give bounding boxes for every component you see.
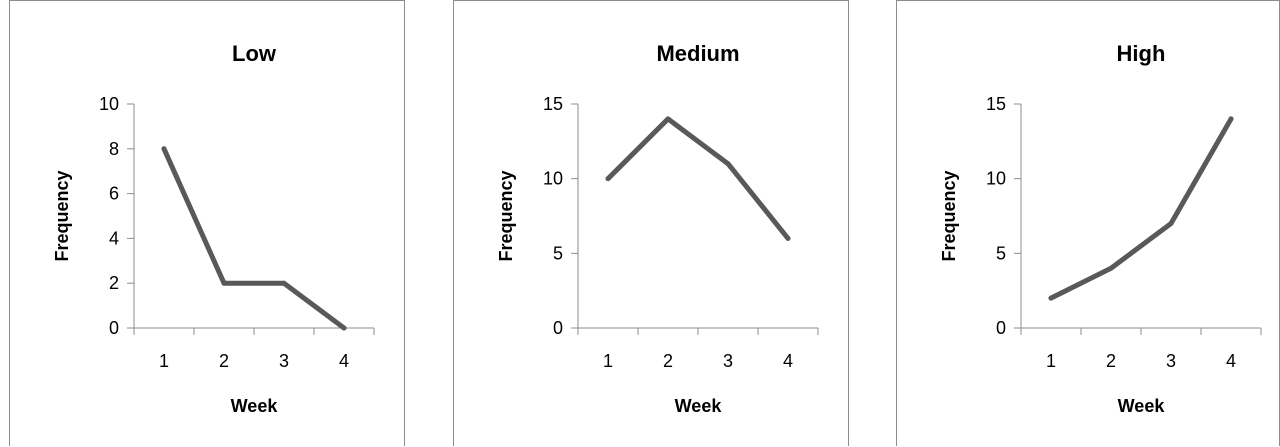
x-tick-label: 2 xyxy=(219,351,229,371)
data-point xyxy=(161,146,167,152)
x-axis-label: Week xyxy=(675,396,723,416)
data-point xyxy=(221,280,227,286)
y-tick-label: 5 xyxy=(996,243,1006,263)
y-tick-label: 6 xyxy=(109,184,119,204)
y-axis-label: Frequency xyxy=(939,170,959,261)
series-line xyxy=(605,116,791,241)
y-tick-label: 10 xyxy=(543,169,563,189)
data-point xyxy=(1228,116,1234,122)
x-tick-label: 4 xyxy=(783,351,793,371)
chart-title: High xyxy=(1117,41,1166,66)
chart-panel-high: High 0 5 10 15 1 2 3 4 Week Frequency xyxy=(896,0,1280,446)
data-point xyxy=(605,176,611,182)
y-tick-label: 0 xyxy=(996,318,1006,338)
x-tick-label: 4 xyxy=(1226,351,1236,371)
y-tick-label: 10 xyxy=(99,94,119,114)
y-tick-label: 5 xyxy=(553,243,563,263)
x-tick-label: 3 xyxy=(723,351,733,371)
y-axis-label: Frequency xyxy=(496,170,516,261)
x-tick-label: 4 xyxy=(339,351,349,371)
x-tick-label: 1 xyxy=(603,351,613,371)
y-tick-label: 15 xyxy=(543,94,563,114)
x-axis-label: Week xyxy=(1118,396,1166,416)
y-tick-label: 0 xyxy=(109,318,119,338)
data-point xyxy=(1168,220,1174,226)
y-tick-label: 0 xyxy=(553,318,563,338)
y-axis-label: Frequency xyxy=(52,170,72,261)
chart-high: High 0 5 10 15 1 2 3 4 Week Frequency xyxy=(939,41,1262,416)
chart-panel-medium: Medium 0 5 10 15 1 2 3 4 Week Frequency xyxy=(453,0,849,446)
x-tick-label: 3 xyxy=(279,351,289,371)
y-tick-label: 8 xyxy=(109,139,119,159)
data-point xyxy=(341,325,347,331)
data-point xyxy=(785,235,791,241)
chart-panel-low: Low 0 2 4 6 8 10 1 2 3 4 Week Frequency xyxy=(9,0,405,446)
data-point xyxy=(281,280,287,286)
y-tick-label: 15 xyxy=(986,94,1006,114)
x-tick-label: 3 xyxy=(1166,351,1176,371)
x-tick-label: 1 xyxy=(159,351,169,371)
x-tick-label: 2 xyxy=(663,351,673,371)
y-tick-label: 2 xyxy=(109,273,119,293)
chart-title: Low xyxy=(232,41,277,66)
series-line xyxy=(161,146,347,331)
data-point xyxy=(665,116,671,122)
data-point xyxy=(725,161,731,167)
chart-medium: Medium 0 5 10 15 1 2 3 4 Week Frequency xyxy=(496,41,819,416)
y-tick-label: 10 xyxy=(986,169,1006,189)
data-point xyxy=(1048,295,1054,301)
x-tick-label: 2 xyxy=(1106,351,1116,371)
chart-title: Medium xyxy=(656,41,739,66)
data-point xyxy=(1108,265,1114,271)
x-tick-label: 1 xyxy=(1046,351,1056,371)
y-tick-label: 4 xyxy=(109,228,119,248)
series-line xyxy=(1048,116,1234,301)
x-axis-label: Week xyxy=(231,396,279,416)
